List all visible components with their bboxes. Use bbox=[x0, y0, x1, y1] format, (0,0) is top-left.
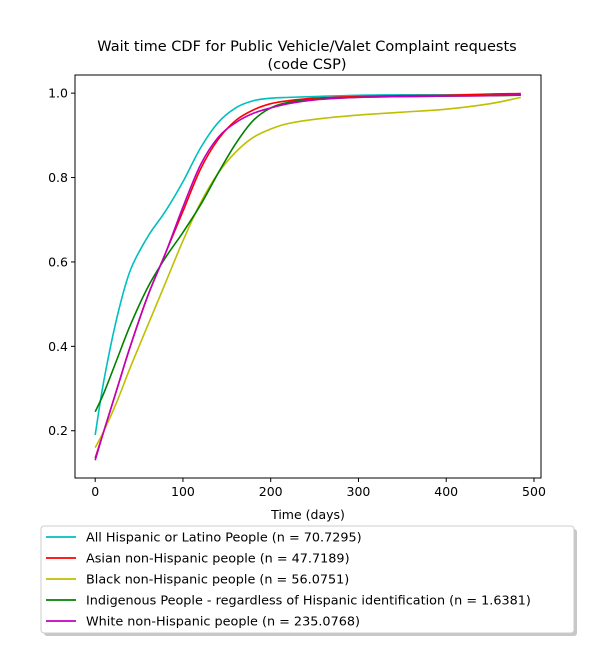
y-axis: 0.2 0.4 0.6 0.8 1.0 bbox=[48, 86, 75, 438]
series-line-2 bbox=[94, 96, 521, 448]
x-axis: 0 100 200 300 400 500 bbox=[91, 478, 546, 499]
series-line-1 bbox=[94, 92, 521, 459]
legend-items: All Hispanic or Latino People (n = 70.72… bbox=[46, 531, 531, 630]
x-axis-label: Time (days) bbox=[270, 507, 345, 522]
legend-label-1: Asian non-Hispanic people (n = 47.7189) bbox=[86, 552, 350, 567]
series-line-3 bbox=[94, 94, 521, 413]
plot-lines bbox=[94, 92, 521, 461]
y-tick-label: 0.8 bbox=[48, 170, 68, 185]
y-tick-label: 0.2 bbox=[48, 423, 68, 438]
series-line-4 bbox=[94, 94, 521, 461]
legend-label-0: All Hispanic or Latino People (n = 70.72… bbox=[86, 531, 362, 546]
y-tick-label: 1.0 bbox=[48, 86, 68, 101]
legend-label-2: Black non-Hispanic people (n = 56.0751) bbox=[86, 573, 349, 588]
x-tick-label: 400 bbox=[434, 484, 458, 499]
legend-label-3: Indigenous People - regardless of Hispan… bbox=[86, 594, 531, 609]
chart-subtitle: (code CSP) bbox=[268, 57, 347, 73]
x-tick-label: 200 bbox=[259, 484, 283, 499]
y-tick-label: 0.4 bbox=[48, 339, 68, 354]
plot-frame bbox=[74, 74, 542, 479]
series-line-0 bbox=[94, 93, 521, 436]
x-tick-label: 100 bbox=[171, 484, 195, 499]
y-tick-label: 0.6 bbox=[48, 254, 68, 269]
legend: All Hispanic or Latino People (n = 70.72… bbox=[40, 525, 577, 636]
x-tick-label: 500 bbox=[522, 484, 546, 499]
legend-label-4: White non-Hispanic people (n = 235.0768) bbox=[86, 615, 360, 630]
legend-box bbox=[40, 525, 575, 634]
chart-title: Wait time CDF for Public Vehicle/Valet C… bbox=[97, 39, 516, 55]
x-tick-label: 0 bbox=[91, 484, 99, 499]
x-tick-label: 300 bbox=[347, 484, 371, 499]
